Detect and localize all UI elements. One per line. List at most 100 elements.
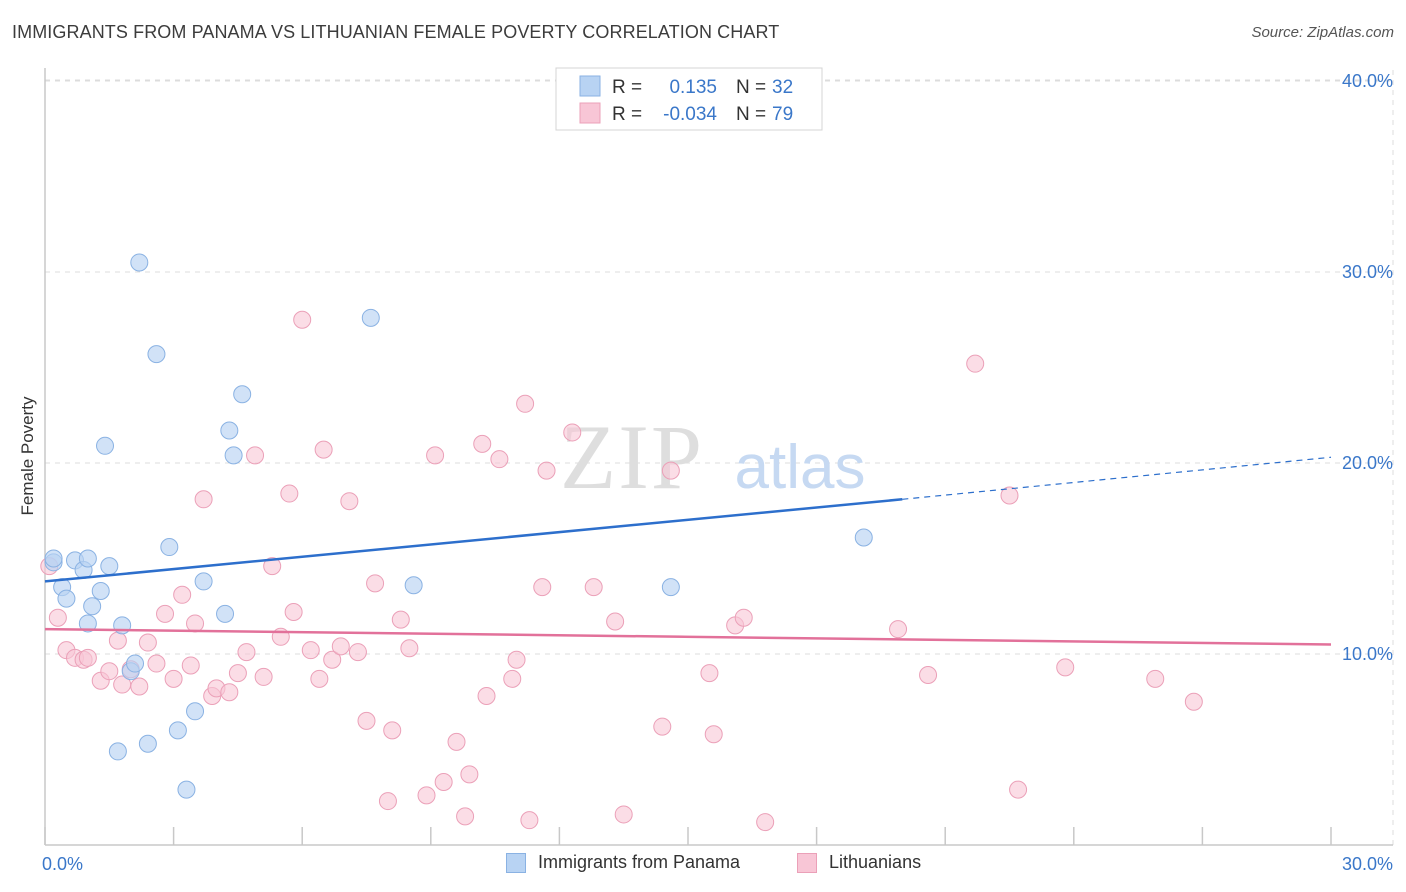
panama-point [194, 572, 213, 591]
lithuanians-point [280, 484, 299, 503]
lithuanians-point [756, 813, 775, 832]
lithuanians-point [606, 612, 625, 631]
lithuanians-point [228, 664, 247, 683]
legend-swatch-lithuanians [797, 852, 817, 873]
lithuanians-point [704, 725, 723, 744]
panama-point [108, 742, 127, 761]
lithuanians-point [1009, 780, 1028, 799]
watermark-zip: ZIP [560, 406, 704, 508]
panama-point [361, 308, 380, 327]
lithuanians-point [614, 805, 633, 824]
y-tick-label-10: 10.0% [1342, 644, 1393, 664]
legend-swatch-panama [506, 852, 526, 873]
lithuanians-points [40, 310, 1203, 832]
lithuanians-point [323, 650, 342, 669]
panama-point [130, 253, 149, 272]
lithuanians-point [156, 604, 175, 623]
lithuanians-point [919, 666, 938, 685]
lithuanians-point [301, 641, 320, 660]
chart-title: IMMIGRANTS FROM PANAMA VS LITHUANIAN FEM… [12, 22, 780, 42]
lithuanians-point [400, 639, 419, 658]
lithuanians-point [1000, 486, 1019, 505]
lithuanians-point [661, 461, 680, 480]
panama-point [78, 614, 97, 633]
lithuanians-point [490, 450, 509, 469]
lithuanians-point [426, 446, 445, 465]
lithuanians-point [417, 786, 436, 805]
stats-n-value-2: 79 [772, 104, 793, 125]
stats-legend: R = 0.135 N = 32 R = -0.034 N = 79 [555, 67, 823, 131]
lithuanians-point [246, 446, 265, 465]
lithuanians-point [130, 677, 149, 696]
lithuanians-point [889, 620, 908, 639]
lithuanians-point [1184, 692, 1203, 711]
panama-point [160, 538, 179, 557]
y-tick-label-40: 40.0% [1342, 71, 1393, 91]
lithuanians-point [147, 654, 166, 673]
panama-point [57, 589, 76, 608]
lithuanians-point [447, 732, 466, 751]
lithuanians-point [653, 717, 672, 736]
lithuanians-point [48, 608, 67, 627]
lithuanians-point [108, 631, 127, 650]
panama-point [78, 549, 97, 568]
lithuanians-point [164, 669, 183, 688]
lithuanians-point [254, 667, 273, 686]
lithuanians-point [314, 440, 333, 459]
lithuanians-point [584, 578, 603, 597]
lithuanians-trend-line [44, 627, 1332, 646]
lithuanians-point [1056, 658, 1075, 677]
lithuanians-point [434, 772, 453, 791]
lithuanians-point [700, 664, 719, 683]
stats-n-label-1: N = [736, 77, 766, 98]
panama-point [44, 549, 63, 568]
lithuanians-point [348, 643, 367, 662]
panama-point [126, 654, 145, 673]
panama-point [224, 446, 243, 465]
panama-trend-extension [902, 456, 1332, 500]
legend-item-lithuanians[interactable]: Lithuanians [797, 852, 921, 873]
lithuanians-point [378, 792, 397, 811]
lithuanians-point [263, 557, 282, 576]
lithuanians-point [473, 434, 492, 453]
lithuanians-point [477, 687, 496, 706]
legend-label-lithuanians: Lithuanians [829, 852, 922, 872]
panama-point [216, 604, 235, 623]
stats-n-value-1: 32 [772, 77, 793, 98]
lithuanians-point [516, 394, 535, 413]
lithuanians-point [186, 614, 205, 633]
lithuanians-point [173, 585, 192, 604]
panama-point [661, 578, 680, 597]
panama-point [220, 421, 239, 440]
stats-r-label-1: R = [612, 77, 642, 98]
y-tick-labels: 10.0% 20.0% 30.0% 40.0% [1342, 71, 1393, 664]
panama-point [147, 345, 166, 364]
lithuanians-point [460, 765, 479, 784]
stats-n-label-2: N = [736, 104, 766, 125]
lithuanians-point [220, 683, 239, 702]
lithuanians-point [366, 574, 385, 593]
x-tick-label-min: 0.0% [42, 854, 83, 874]
lithuanians-point [181, 656, 200, 675]
panama-point [854, 528, 873, 547]
y-tick-label-30: 30.0% [1342, 262, 1393, 282]
legend-label-panama: Immigrants from Panama [538, 852, 741, 872]
axes [44, 68, 1393, 846]
panama-point [91, 581, 110, 600]
y-axis-label: Female Poverty [18, 396, 37, 516]
panama-point [177, 780, 196, 799]
legend-item-panama[interactable]: Immigrants from Panama [506, 852, 740, 873]
lithuanians-point [284, 602, 303, 621]
lithuanians-point [340, 492, 359, 511]
lithuanians-point [503, 669, 522, 688]
lithuanians-point [966, 354, 985, 373]
lithuanians-point [391, 610, 410, 629]
lithuanians-point [383, 721, 402, 740]
stats-r-label-2: R = [612, 104, 642, 125]
lithuanians-point [237, 643, 256, 662]
lithuanians-point [533, 578, 552, 597]
watermark-atlas: atlas [735, 433, 866, 502]
x-tick-label-max: 30.0% [1342, 854, 1393, 874]
lithuanians-point [520, 811, 539, 830]
